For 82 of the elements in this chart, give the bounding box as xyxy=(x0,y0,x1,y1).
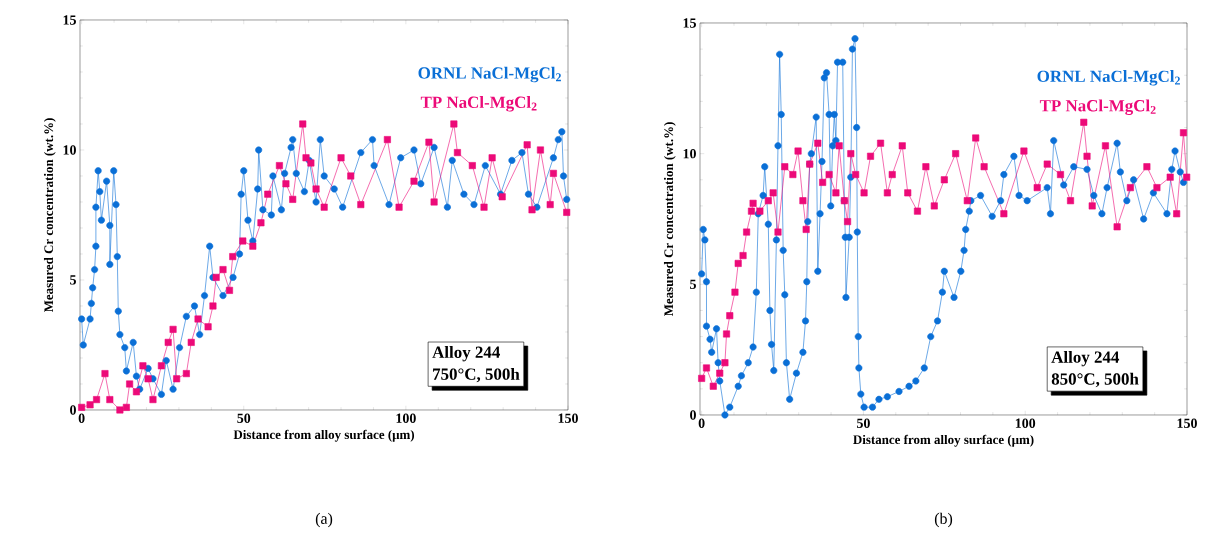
x-tick-label: 0 xyxy=(698,418,705,428)
point xyxy=(204,323,212,331)
point xyxy=(395,203,403,211)
point xyxy=(86,401,94,409)
point xyxy=(275,162,283,170)
point xyxy=(536,146,544,154)
point xyxy=(549,169,557,177)
y-tick-label: 15 xyxy=(683,18,696,28)
y-tick-label: 5 xyxy=(70,275,76,285)
point xyxy=(523,141,531,149)
y-axis-title: Measured Cr concentration (wt.%) xyxy=(663,122,676,317)
y-tick-label: 0 xyxy=(70,405,76,415)
point xyxy=(282,180,290,188)
point xyxy=(122,403,130,411)
point xyxy=(488,154,496,162)
point xyxy=(164,338,172,346)
x-tick-label: 50 xyxy=(237,413,251,423)
annotation: 750°C, 500h xyxy=(433,367,520,383)
series-label: TP NaCl-MgCl$_{2}$ xyxy=(420,96,537,112)
point xyxy=(563,208,571,216)
point xyxy=(239,237,247,245)
x-tick-label: 50 xyxy=(857,418,870,428)
point xyxy=(149,396,157,404)
annotation: Alloy 244 xyxy=(432,346,500,362)
y-tick-label: 10 xyxy=(683,148,696,159)
point xyxy=(468,162,476,170)
point xyxy=(157,362,165,370)
point xyxy=(116,406,124,414)
point xyxy=(337,154,345,162)
point xyxy=(264,190,272,198)
point xyxy=(257,219,265,227)
x-axis-title: Distance from alloy surface (μm) xyxy=(233,429,415,442)
point xyxy=(546,201,554,209)
point xyxy=(347,172,355,180)
annotation: 850°C, 500h xyxy=(1051,372,1139,388)
point xyxy=(430,198,438,206)
point xyxy=(169,325,177,333)
point xyxy=(101,370,109,378)
point xyxy=(480,203,488,211)
point xyxy=(410,177,418,185)
point xyxy=(299,120,307,128)
point xyxy=(182,370,190,378)
point xyxy=(289,195,297,203)
y-axis-title: Measured Cr concentration (wt.%) xyxy=(43,118,56,313)
point xyxy=(144,375,152,383)
y-tick-label: 10 xyxy=(63,145,76,155)
point xyxy=(226,286,233,294)
point xyxy=(229,253,237,261)
point xyxy=(425,138,433,146)
point xyxy=(139,362,147,370)
point xyxy=(106,396,114,404)
point xyxy=(126,380,134,388)
point xyxy=(209,302,217,310)
y-tick-label: 15 xyxy=(63,15,76,25)
x-tick-label: 100 xyxy=(1015,418,1036,428)
point xyxy=(132,388,140,396)
text: ORNL NaCl-MgCl$_{2}$ xyxy=(1037,70,1180,86)
point xyxy=(194,315,202,323)
point xyxy=(249,242,257,250)
point xyxy=(357,201,365,209)
x-tick-label: 150 xyxy=(558,413,578,423)
y-tick-label: 5 xyxy=(690,279,696,289)
x-tick-label: 0 xyxy=(78,413,85,423)
point xyxy=(78,403,86,411)
text: ORNL NaCl-MgCl$_{2}$ xyxy=(418,66,561,83)
text: (b) xyxy=(934,512,953,528)
series-label: TP NaCl-MgCl$_{2}$ xyxy=(1039,99,1156,116)
point xyxy=(320,203,328,211)
point xyxy=(187,338,195,346)
point xyxy=(93,396,101,404)
x-axis-title: Distance from alloy surface (μm) xyxy=(853,434,1034,447)
annotation: Alloy 244 xyxy=(1051,350,1120,367)
point xyxy=(453,149,461,157)
point xyxy=(173,375,181,383)
x-tick-label: 100 xyxy=(396,413,416,423)
point xyxy=(450,120,458,128)
point xyxy=(383,136,391,144)
x-tick-label: 150 xyxy=(1177,418,1197,428)
point xyxy=(528,206,536,214)
point xyxy=(312,185,320,193)
text: (a) xyxy=(315,512,333,528)
point xyxy=(219,266,227,274)
